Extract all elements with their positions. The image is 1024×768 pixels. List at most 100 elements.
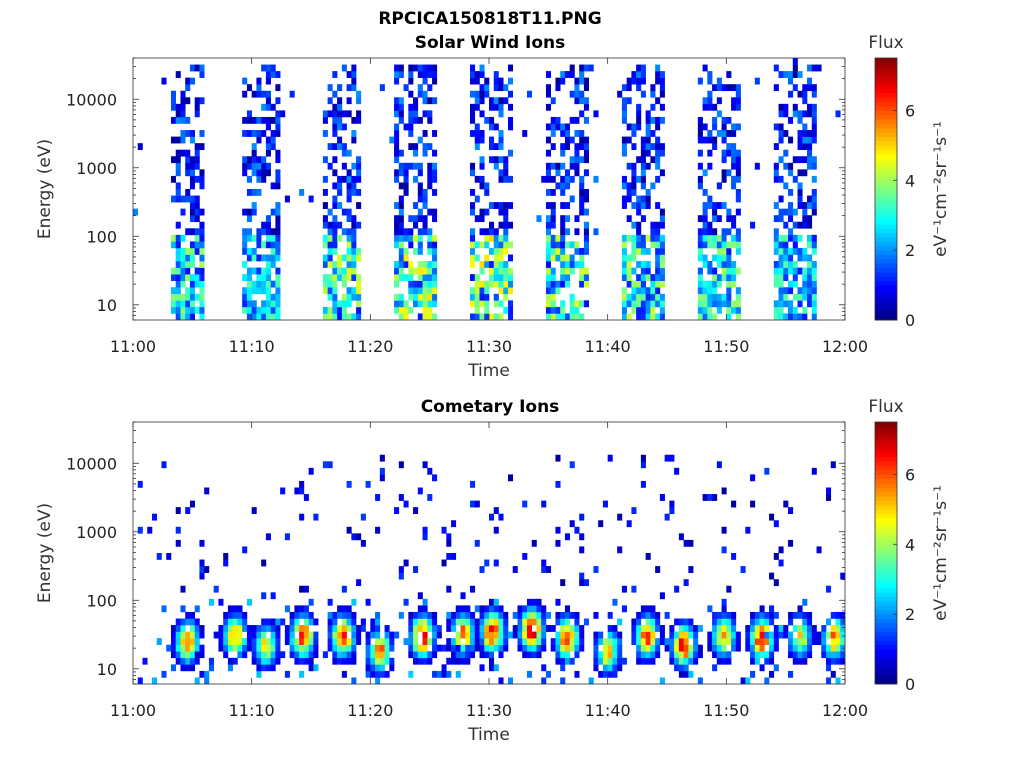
- heatmap-cell: [275, 71, 281, 78]
- heatmap-cell: [507, 103, 514, 111]
- heatmap-cell: [574, 90, 580, 98]
- heatmap-cell: [470, 480, 476, 488]
- heatmap-cell: [403, 254, 409, 262]
- heatmap-cell: [427, 162, 433, 170]
- heatmap-cell: [802, 306, 808, 314]
- colorbar-segment: [875, 596, 897, 602]
- heatmap-cell: [645, 638, 651, 645]
- heatmap-cell: [427, 611, 433, 619]
- heatmap-cell: [346, 274, 352, 281]
- heatmap-cell: [579, 97, 585, 105]
- heatmap-cell: [489, 605, 495, 613]
- heatmap-cell: [788, 228, 794, 236]
- heatmap-cell: [526, 651, 533, 659]
- colorbar-segment: [875, 237, 897, 242]
- heatmap-cell: [394, 241, 400, 249]
- heatmap-cell: [583, 579, 589, 587]
- heatmap-cell: [175, 657, 181, 665]
- heatmap-cell: [337, 300, 343, 308]
- heatmap-cell: [242, 156, 248, 164]
- heatmap-cell: [835, 611, 841, 619]
- heatmap-cell: [389, 664, 395, 672]
- heatmap-cell: [702, 64, 708, 72]
- heatmap-cell: [531, 644, 537, 652]
- figure-title: RPCICA150818T11.PNG: [378, 9, 601, 29]
- heatmap-cell: [702, 254, 708, 262]
- heatmap-cell: [394, 175, 400, 183]
- heatmap-cell: [299, 605, 305, 613]
- heatmap-cell: [341, 651, 347, 659]
- heatmap-cell: [631, 175, 637, 183]
- heatmap-cell: [797, 254, 803, 262]
- heatmap-cell: [574, 651, 580, 659]
- heatmap-cell: [175, 241, 181, 249]
- heatmap-cell: [797, 169, 803, 177]
- heatmap-cell: [489, 261, 495, 268]
- heatmap-cell: [346, 526, 352, 534]
- heatmap-cell: [237, 605, 243, 613]
- heatmap-cell: [526, 598, 533, 606]
- heatmap-cell: [356, 169, 362, 177]
- heatmap-cell: [579, 136, 585, 144]
- heatmap-cell: [270, 625, 276, 632]
- heatmap-cell: [626, 234, 632, 242]
- heatmap-cell: [189, 162, 196, 170]
- colorbar-segment: [875, 75, 897, 81]
- heatmap-cell: [175, 300, 181, 308]
- heatmap-cell: [788, 71, 794, 78]
- heatmap-cell: [194, 625, 200, 632]
- heatmap-cell: [655, 638, 661, 645]
- heatmap-cell: [564, 644, 570, 652]
- heatmap-cell: [432, 644, 438, 652]
- heatmap-cell: [636, 175, 642, 183]
- heatmap-cell: [242, 228, 248, 236]
- colorbar-segment: [875, 544, 897, 550]
- heatmap-cell: [422, 657, 428, 665]
- heatmap-cell: [199, 97, 205, 105]
- heatmap-cell: [422, 461, 428, 469]
- heatmap-cell: [702, 293, 708, 301]
- heatmap-cell: [536, 644, 542, 652]
- heatmap-cell: [621, 202, 627, 209]
- heatmap-cell: [484, 625, 490, 632]
- heatmap-cell: [484, 90, 490, 98]
- heatmap-cell: [788, 189, 794, 196]
- colorbar-segment: [875, 491, 897, 497]
- heatmap-cell: [602, 644, 608, 652]
- heatmap-cell: [655, 618, 661, 626]
- heatmap-cell: [726, 638, 732, 645]
- heatmap-cell: [242, 234, 248, 242]
- colorbar-tick-label: 6: [905, 101, 915, 120]
- heatmap-cell: [289, 611, 295, 619]
- heatmap-cell: [721, 267, 727, 275]
- heatmap-cell: [636, 313, 642, 321]
- heatmap-cell: [199, 306, 205, 314]
- heatmap-cell: [489, 611, 495, 619]
- heatmap-cell: [498, 77, 504, 85]
- heatmap-cell: [251, 156, 257, 164]
- heatmap-cell: [417, 71, 423, 78]
- heatmap-cell: [180, 313, 186, 321]
- heatmap-cell: [332, 247, 338, 255]
- heatmap-cell: [645, 618, 651, 626]
- y-axis-label: Energy (eV): [35, 139, 55, 239]
- heatmap-cell: [830, 670, 836, 678]
- heatmap-cell: [332, 293, 338, 301]
- heatmap-cell: [707, 71, 713, 78]
- heatmap-cell: [470, 116, 476, 124]
- heatmap-cell: [716, 254, 722, 262]
- heatmap-cell: [451, 553, 457, 560]
- heatmap-cell: [769, 631, 775, 639]
- heatmap-cell: [655, 267, 661, 275]
- heatmap-cell: [346, 254, 352, 262]
- heatmap-cell: [408, 116, 414, 124]
- heatmap-cell: [579, 644, 585, 652]
- heatmap-cell: [545, 566, 552, 573]
- heatmap-cell: [811, 287, 817, 295]
- heatmap-cell: [583, 116, 589, 124]
- y-tick-label: 10: [97, 660, 117, 679]
- heatmap-cell: [365, 644, 371, 652]
- heatmap-cell: [422, 287, 428, 295]
- heatmap-cell: [185, 611, 191, 619]
- heatmap-cell: [726, 585, 732, 593]
